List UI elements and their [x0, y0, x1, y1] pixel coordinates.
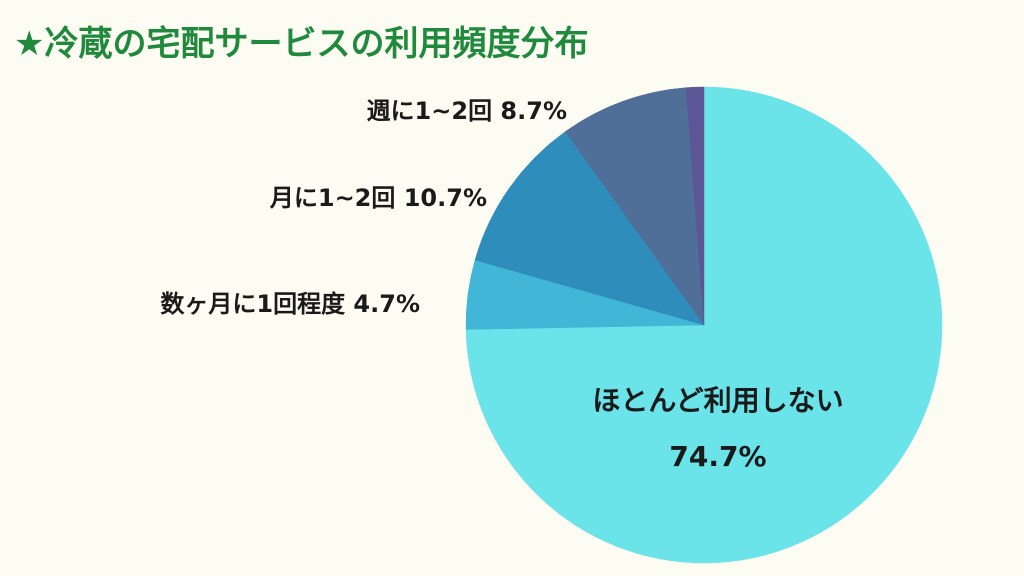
slice-value-label-0: 74.7%: [669, 440, 766, 473]
slice-label-1: 数ヶ月に1回程度 4.7%: [160, 290, 420, 318]
pie-slice-3: [564, 87, 705, 326]
chart-title: ★冷蔵の宅配サービスの利用頻度分布: [14, 24, 589, 64]
slice-label-0: ほとんど利用しない: [592, 384, 843, 417]
pie-slice-2: [474, 131, 705, 326]
pie-slice-4: [685, 86, 705, 326]
slice-label-3: 週に1~2回 8.7%: [367, 97, 567, 125]
slice-label-2: 月に1~2回 10.7%: [269, 184, 487, 212]
